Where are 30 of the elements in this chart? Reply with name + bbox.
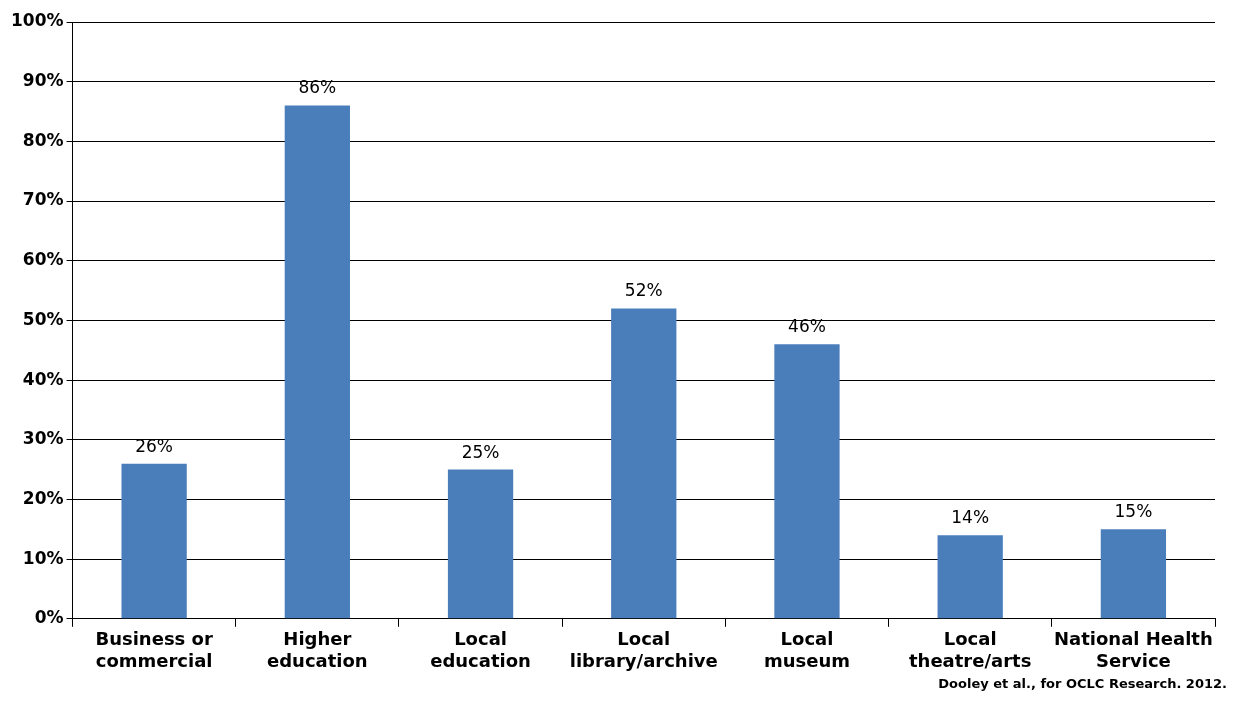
x-tick-label: Higher education (266, 628, 368, 671)
y-tick-label: 100% (10, 10, 64, 31)
x-tick-label: Local museum (763, 628, 850, 671)
x-tick-label: Business or commercial (95, 628, 213, 671)
y-tick-label: 70% (22, 189, 64, 210)
y-tick-label: 50% (22, 308, 64, 329)
y-tick-label: 20% (22, 487, 64, 508)
data-label: 25% (461, 441, 500, 462)
x-tick-label: Local library/archive (569, 628, 718, 671)
x-tick-label: Local theatre/arts (908, 628, 1032, 671)
y-tick-label: 90% (22, 70, 64, 91)
data-label: 15% (1114, 501, 1153, 522)
data-label: 52% (624, 280, 663, 301)
y-tick-label: 60% (22, 249, 64, 270)
y-tick-label: 30% (22, 428, 64, 449)
bar (121, 463, 187, 619)
bar (611, 308, 677, 619)
bar (1100, 529, 1167, 619)
bar (774, 344, 840, 619)
y-tick-label: 40% (22, 368, 64, 389)
bar (937, 535, 1003, 619)
x-tick-label: Local education (430, 628, 531, 671)
y-tick-label: 0% (34, 607, 64, 628)
bar (284, 105, 350, 619)
text: Dooley et al., for OCLC Research. 2012. (937, 676, 1228, 691)
x-tick-label: National Health Service (1054, 628, 1213, 671)
bar (447, 469, 514, 619)
data-label: 14% (951, 507, 990, 528)
y-tick-label: 10% (22, 547, 64, 568)
y-tick-label: 80% (22, 129, 64, 150)
